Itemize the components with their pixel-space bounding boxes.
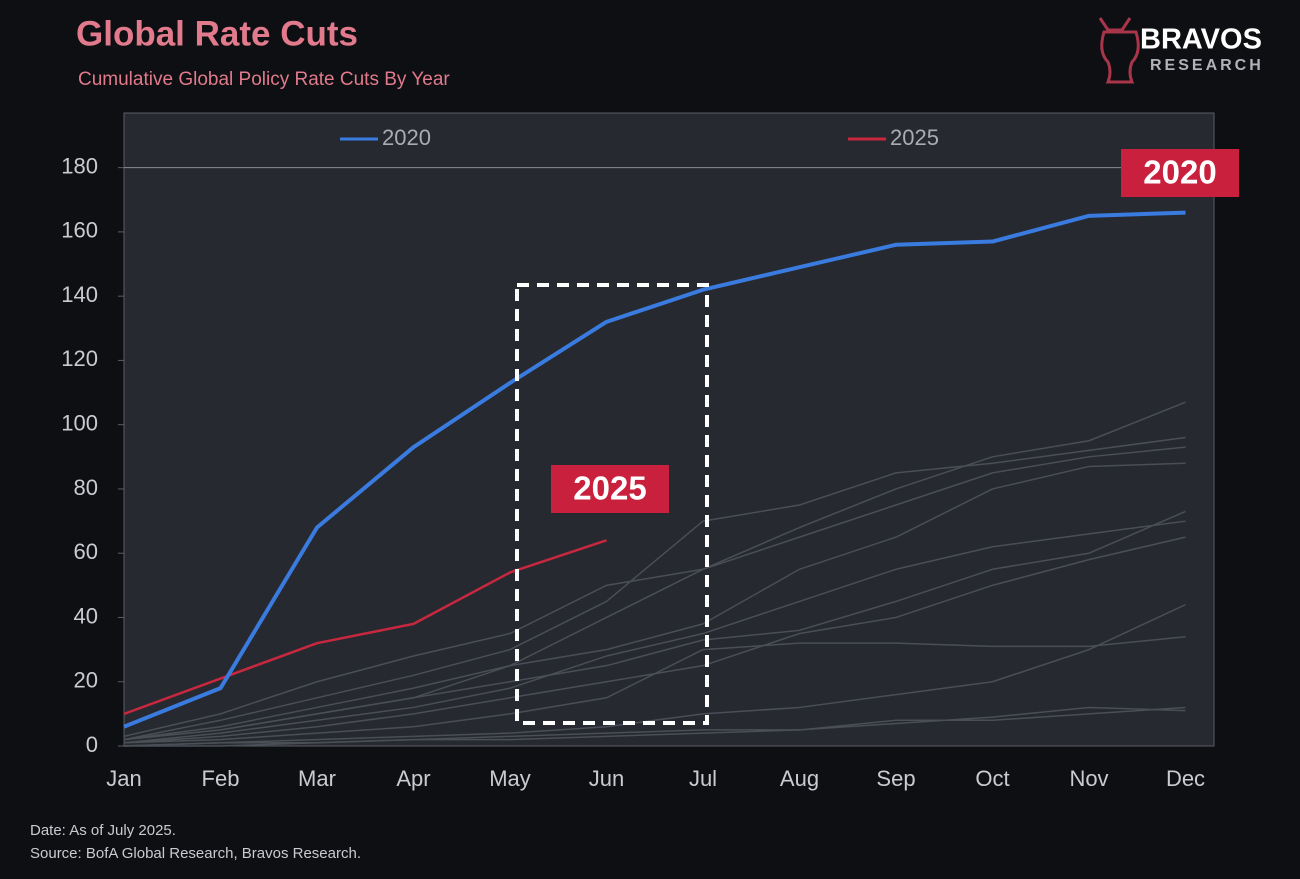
- plot: 0 20 40 60 80 100 120 140 160 180 Jan Feb Mar Apr May J…: [61, 125, 1239, 791]
- y-tick-label: 0: [86, 732, 98, 757]
- y-tick-label: 160: [61, 218, 98, 243]
- annotation-label: 2020: [1143, 154, 1216, 191]
- series-line: [123, 539, 607, 716]
- chart-subtitle: Cumulative Global Policy Rate Cuts By Ye…: [78, 69, 450, 90]
- x-tick-label: Jul: [689, 766, 717, 791]
- x-tick-label: Oct: [975, 766, 1009, 791]
- legend-label: 2020: [382, 125, 431, 150]
- x-tick-label: Nov: [1069, 766, 1108, 791]
- logo-icon: [1098, 17, 1140, 84]
- x-tick-label: Jan: [106, 766, 141, 791]
- background-line: [123, 603, 1186, 747]
- x-tick-label: Mar: [298, 766, 336, 791]
- y-tick-label: 180: [61, 153, 98, 178]
- background-line: [123, 706, 1186, 747]
- x-tick-label: Feb: [202, 766, 240, 791]
- y-tick-label: 60: [74, 539, 98, 564]
- brand: BRAVOS: [1140, 24, 1262, 56]
- y-tick-label: 80: [74, 475, 98, 500]
- x-tick-label: Dec: [1166, 766, 1205, 791]
- annotation-box: [1121, 149, 1239, 197]
- y-tick-label: 100: [61, 410, 98, 435]
- background-line: [123, 446, 1186, 738]
- y-tick-label: 20: [74, 668, 98, 693]
- plot-area: [123, 112, 1215, 747]
- x-tick-label: May: [489, 766, 531, 791]
- background-line: [123, 462, 1186, 741]
- annotation-box: [551, 465, 669, 513]
- annotation-label: 2025: [573, 470, 646, 507]
- background-line: [123, 510, 1186, 741]
- x-tick-label: Apr: [396, 766, 430, 791]
- note: Date: As of July 2025.: [30, 822, 176, 839]
- background-line: [123, 436, 1186, 741]
- legend-label: 2025: [890, 125, 939, 150]
- y-tick-label: 140: [61, 282, 98, 307]
- background-line: [123, 636, 1186, 744]
- highlight-box: [515, 283, 709, 725]
- series-line: [123, 210, 1186, 729]
- x-tick-label: Aug: [780, 766, 819, 791]
- background-line: [123, 520, 1186, 744]
- brand-sub: RESEARCH: [1150, 57, 1264, 74]
- y-tick-label: 120: [61, 346, 98, 371]
- x-tick-label: Sep: [876, 766, 915, 791]
- x-tick-label: Jun: [589, 766, 624, 791]
- y-tick-label: 40: [74, 603, 98, 628]
- note: Source: BofA Global Research, Bravos Res…: [30, 845, 361, 862]
- chart-title: Global Rate Cuts: [76, 14, 358, 53]
